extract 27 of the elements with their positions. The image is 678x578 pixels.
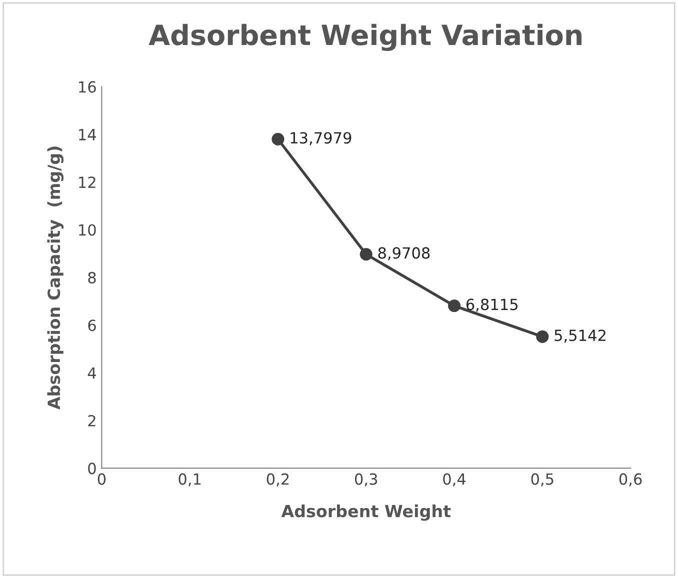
x-tick-label: 0,5 (531, 473, 554, 486)
y-tick-label: 6 (88, 320, 96, 332)
data-label: 8,9708 (378, 247, 430, 260)
data-label: 13,7979 (290, 132, 352, 146)
x-tick-label: 0,4 (443, 473, 466, 486)
chart-title: Adsorbent Weight Variation (148, 24, 582, 52)
point (360, 248, 372, 261)
y-tick-label: 10 (79, 224, 96, 236)
x-tick-label: 0,3 (354, 473, 378, 486)
y-axis-title: Absorption Capacity (mg/g) (47, 146, 64, 410)
point (536, 330, 549, 343)
data-label: 5,5142 (554, 330, 606, 343)
x-axis-title: Adsorbent Weight (281, 504, 451, 521)
y-tick-label: 14 (79, 129, 96, 140)
x-tick-label: 0,1 (178, 473, 201, 486)
point (272, 132, 284, 146)
x-tick-label: 0,2 (266, 473, 289, 486)
y-tick-label: 16 (79, 81, 96, 93)
y-tick-label: 2 (88, 414, 96, 426)
data-label: 6,8115 (466, 298, 518, 312)
y-tick-label: 4 (88, 367, 96, 379)
point (448, 300, 461, 312)
x-tick-label: 0 (98, 473, 106, 485)
y-tick-label: 0 (88, 462, 96, 474)
y-tick-label: 8 (88, 272, 96, 284)
y-tick-label: 12 (79, 176, 96, 188)
x-tick-label: 0,6 (619, 473, 642, 486)
